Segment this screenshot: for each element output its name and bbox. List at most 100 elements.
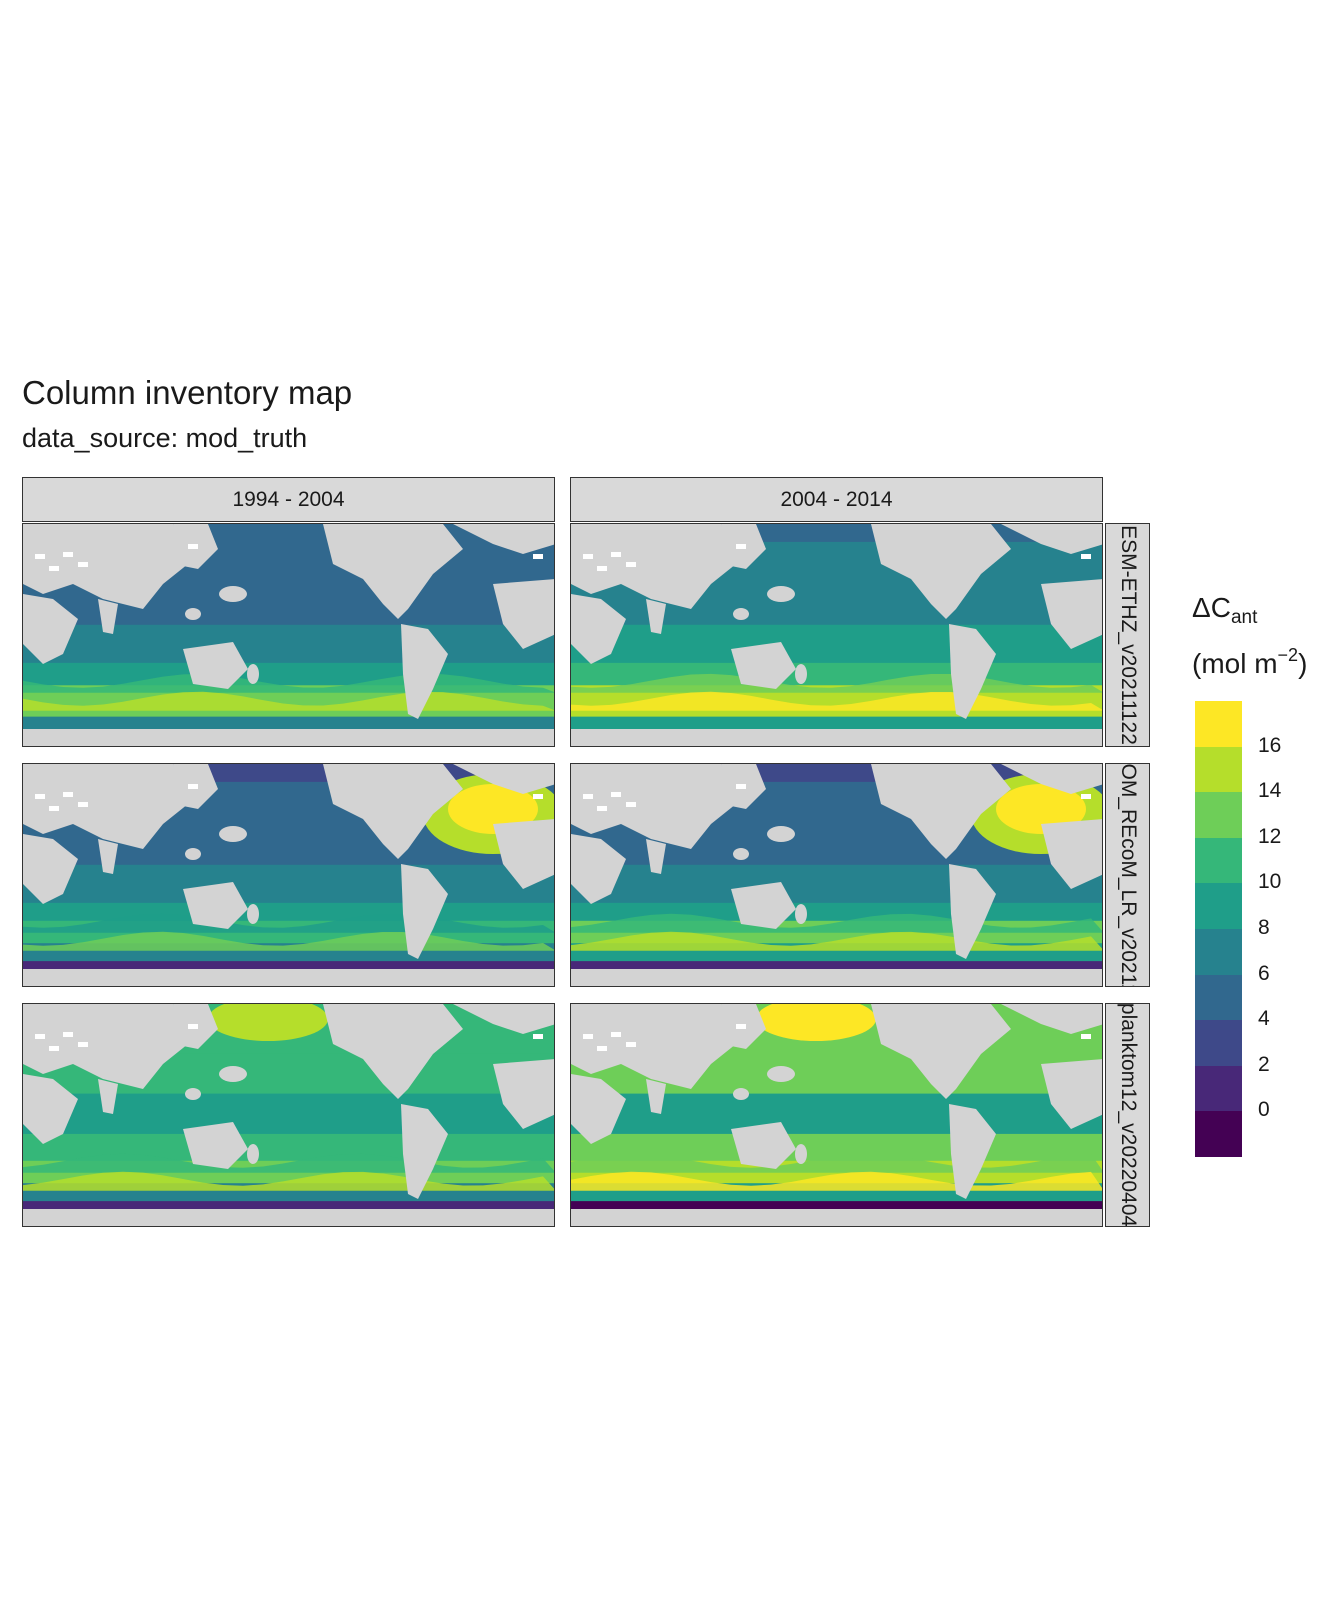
- missing-data: [78, 802, 88, 807]
- map-esm-ethz-1994-2004: [22, 523, 555, 747]
- missing-data: [626, 1042, 636, 1047]
- land-mass: [453, 764, 554, 794]
- legend-label: 4: [1258, 1007, 1270, 1031]
- missing-data: [736, 544, 746, 549]
- map-fesom-recom-2004-2014: [570, 763, 1103, 987]
- missing-data: [49, 566, 59, 571]
- land-mass: [23, 594, 78, 664]
- land-mass: [731, 1122, 796, 1169]
- island: [733, 848, 749, 860]
- legend-swatch: [1195, 837, 1242, 884]
- land-mass: [1041, 819, 1102, 889]
- legend-swatch: [1195, 1111, 1242, 1158]
- land-mass: [1001, 524, 1102, 554]
- land-mass: [1001, 1004, 1102, 1034]
- legend-label: 12: [1258, 824, 1282, 848]
- land-mass: [453, 1004, 554, 1034]
- legend-swatch: [1195, 974, 1242, 1021]
- land-mass: [23, 969, 554, 986]
- island: [219, 1066, 247, 1082]
- land-mass: [401, 624, 448, 719]
- land-mass: [571, 729, 1102, 746]
- land-mass: [871, 764, 1011, 859]
- column-strip-1994-2004: 1994 - 2004: [22, 477, 555, 522]
- land-mass: [98, 599, 118, 634]
- land-mass: [23, 1074, 78, 1144]
- missing-data: [35, 794, 45, 799]
- legend-label: 10: [1258, 870, 1282, 894]
- land-mass: [571, 969, 1102, 986]
- map-fesom-recom-1994-2004: [22, 763, 555, 987]
- island: [185, 848, 201, 860]
- legend-label: 0: [1258, 1098, 1270, 1122]
- missing-data: [188, 784, 198, 789]
- island: [681, 819, 701, 829]
- island: [185, 1088, 201, 1100]
- land-mass: [493, 579, 554, 649]
- row-strip-fesom-recom-label: FESOM_REcoM_LR_v20211119: [1116, 763, 1140, 987]
- island: [795, 664, 807, 684]
- land-mass: [731, 642, 796, 689]
- legend-label: 8: [1258, 916, 1270, 939]
- missing-data: [736, 784, 746, 789]
- land-mass: [323, 764, 463, 859]
- island: [185, 608, 201, 620]
- island: [681, 579, 701, 589]
- missing-data: [1081, 554, 1091, 559]
- land-mass: [571, 1209, 1102, 1226]
- legend-swatch: [1195, 929, 1242, 976]
- island: [795, 904, 807, 924]
- land-mass: [401, 1104, 448, 1199]
- legend-swatch: [1195, 746, 1242, 793]
- island: [219, 586, 247, 602]
- land-mass: [493, 819, 554, 889]
- missing-data: [611, 1032, 621, 1037]
- legend-label: 16: [1258, 733, 1282, 757]
- map-esm-ethz-2004-2014: [570, 523, 1103, 747]
- land-mass: [323, 524, 463, 619]
- missing-data: [583, 554, 593, 559]
- missing-data: [533, 794, 543, 799]
- legend-swatch: [1195, 701, 1242, 748]
- ocean-map: [23, 1004, 554, 1226]
- ocean-hotspot: [448, 784, 538, 834]
- legend-colorbar: [1195, 701, 1242, 1158]
- land-mass: [1001, 764, 1102, 794]
- legend-swatch: [1195, 883, 1242, 930]
- island: [219, 826, 247, 842]
- island: [767, 586, 795, 602]
- missing-data: [188, 1024, 198, 1029]
- legend-label: 6: [1258, 961, 1270, 985]
- land-mass: [23, 729, 554, 746]
- missing-data: [736, 1024, 746, 1029]
- row-strip-esm-ethz-label: ESM-ETHZ_v20211122: [1116, 525, 1140, 745]
- land-mass: [98, 1079, 118, 1114]
- land-mass: [453, 524, 554, 554]
- island: [133, 579, 153, 589]
- missing-data: [78, 1042, 88, 1047]
- legend-unit: (mol m−2): [1192, 645, 1308, 679]
- missing-data: [597, 1046, 607, 1051]
- plot-subtitle: data_source: mod_truth: [22, 423, 308, 453]
- missing-data: [611, 792, 621, 797]
- missing-data: [583, 1034, 593, 1039]
- land-mass: [871, 524, 1011, 619]
- missing-data: [626, 562, 636, 567]
- ocean-band: [23, 902, 554, 922]
- island: [247, 904, 259, 924]
- missing-data: [533, 1034, 543, 1039]
- land-mass: [1041, 579, 1102, 649]
- land-mass: [183, 642, 248, 689]
- legend-label: 2: [1258, 1052, 1270, 1076]
- legend-title: ΔCant: [1192, 592, 1258, 628]
- land-mass: [1041, 1059, 1102, 1129]
- land-mass: [183, 1122, 248, 1169]
- island: [681, 1059, 701, 1069]
- missing-data: [63, 552, 73, 557]
- land-mass: [183, 882, 248, 929]
- island: [767, 826, 795, 842]
- land-mass: [571, 1074, 626, 1144]
- land-mass: [98, 839, 118, 874]
- land-mass: [571, 594, 626, 664]
- missing-data: [78, 562, 88, 567]
